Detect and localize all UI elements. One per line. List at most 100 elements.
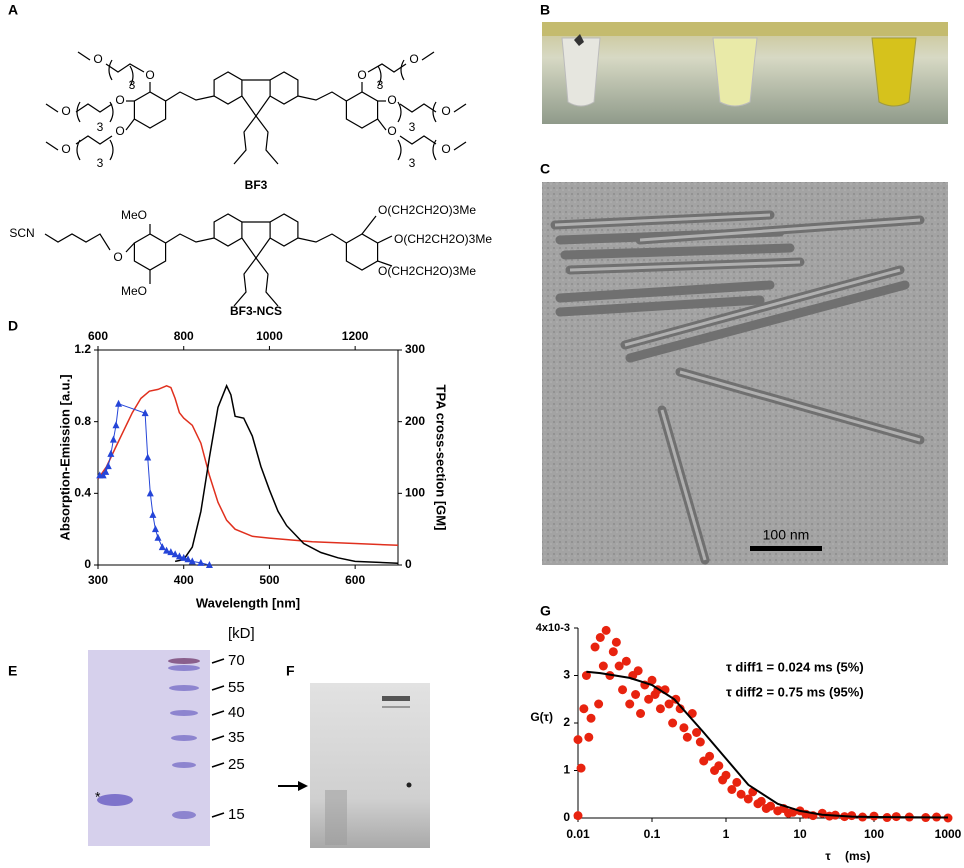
chain — [399, 103, 437, 113]
vinyl — [165, 233, 215, 244]
scale-bar-label: 100 nm — [763, 527, 810, 543]
data-point — [727, 785, 737, 794]
data-point — [732, 777, 742, 787]
data-point — [171, 550, 179, 558]
atom-label: O — [441, 104, 450, 118]
panel-label: D — [8, 318, 18, 334]
data-point — [618, 685, 628, 695]
data-point — [668, 718, 678, 728]
bracket — [129, 65, 134, 87]
data-point — [197, 558, 205, 566]
annotation: τ diff2 = 0.75 ms (95%) — [726, 684, 864, 699]
data-point — [594, 699, 604, 709]
atom-label: O — [93, 52, 102, 66]
y-axis-label: Absorption-Emission [a.u.] — [57, 374, 72, 540]
data-point — [608, 647, 618, 657]
fit-line — [586, 670, 949, 819]
y-tick-label: 0.8 — [74, 414, 91, 428]
vinyl — [297, 91, 347, 102]
ring — [133, 233, 167, 271]
x-tick-label: 0.01 — [566, 827, 590, 841]
data-point — [144, 453, 152, 461]
x-tick-label: 0.1 — [644, 827, 661, 841]
data-point — [586, 713, 596, 723]
propyl — [255, 115, 279, 165]
chart-d: D 300 400 500 600 600 800 1000 1200 0 0.4 0.8 1.2 0 10… — [8, 318, 449, 611]
tem-image: 100 nm — [542, 182, 948, 565]
x2-tick-label: 1200 — [342, 329, 369, 343]
data-point — [664, 699, 674, 709]
atom-label: 3 — [129, 78, 136, 92]
atom-label: O — [387, 124, 396, 138]
y2-tick-label: 100 — [405, 486, 425, 500]
marker-tick — [211, 812, 225, 818]
atom-label: O — [115, 93, 124, 107]
marker-tick — [211, 658, 225, 664]
data-point — [601, 625, 611, 635]
x-tick-label: 400 — [174, 573, 194, 587]
bracket — [108, 59, 113, 81]
panel-label: B — [540, 2, 550, 18]
x-axis-label: Wavelength [nm] — [196, 595, 300, 610]
data-point — [766, 801, 776, 811]
x-tick-label: 300 — [88, 573, 108, 587]
data-point — [104, 462, 112, 470]
data-point — [621, 656, 631, 666]
data-point — [167, 548, 175, 556]
data-point — [579, 704, 589, 714]
data-point — [636, 709, 646, 718]
bracket — [76, 101, 81, 123]
y2-tick-label: 300 — [405, 342, 425, 356]
y-tick-label: 1.2 — [74, 342, 91, 356]
methyl — [453, 103, 467, 113]
data-point — [611, 637, 621, 647]
data-point — [679, 723, 689, 733]
x-tick-label: 100 — [864, 827, 884, 841]
atom-label: MeO — [121, 208, 147, 222]
data-point — [614, 661, 624, 671]
atom-label: O — [409, 52, 418, 66]
x-tick-label: 1 — [723, 827, 730, 841]
data-point — [158, 543, 166, 551]
marker-label: 70 — [228, 652, 245, 669]
vinyl — [297, 233, 347, 244]
bond — [125, 242, 135, 253]
band-mark: * — [95, 789, 101, 805]
marker-label: 35 — [228, 729, 245, 746]
methyl — [453, 141, 467, 151]
data-point — [163, 546, 171, 554]
data-point — [141, 409, 149, 417]
atom-label: 3 — [377, 78, 384, 92]
methyl — [45, 141, 59, 151]
bracket — [109, 101, 114, 123]
data-point — [109, 435, 117, 443]
atom-label: O — [441, 142, 450, 156]
data-point — [743, 794, 753, 804]
atom-label: O(CH2CH2O)3Me — [394, 232, 492, 246]
compound-name: BF3-NCS — [230, 304, 282, 318]
y-tick-label: 1 — [563, 763, 570, 777]
methyl — [45, 103, 59, 113]
atom-label: O — [387, 93, 396, 107]
chain — [75, 135, 113, 145]
bond — [377, 260, 393, 267]
bond — [241, 95, 271, 118]
methyl — [77, 51, 91, 61]
panel-label: E — [8, 663, 17, 679]
plot-frame — [97, 349, 399, 566]
data-point — [633, 666, 643, 676]
data-point — [149, 510, 157, 518]
data-point — [581, 671, 591, 680]
chain — [75, 103, 113, 113]
bracket — [397, 139, 402, 161]
data-point — [205, 561, 213, 568]
bracket — [377, 65, 382, 87]
ring — [213, 213, 243, 247]
data-point — [655, 704, 665, 714]
data-point — [590, 642, 600, 652]
ring — [269, 213, 299, 247]
data-point — [115, 399, 123, 407]
ring — [345, 91, 379, 129]
chain — [399, 135, 437, 145]
